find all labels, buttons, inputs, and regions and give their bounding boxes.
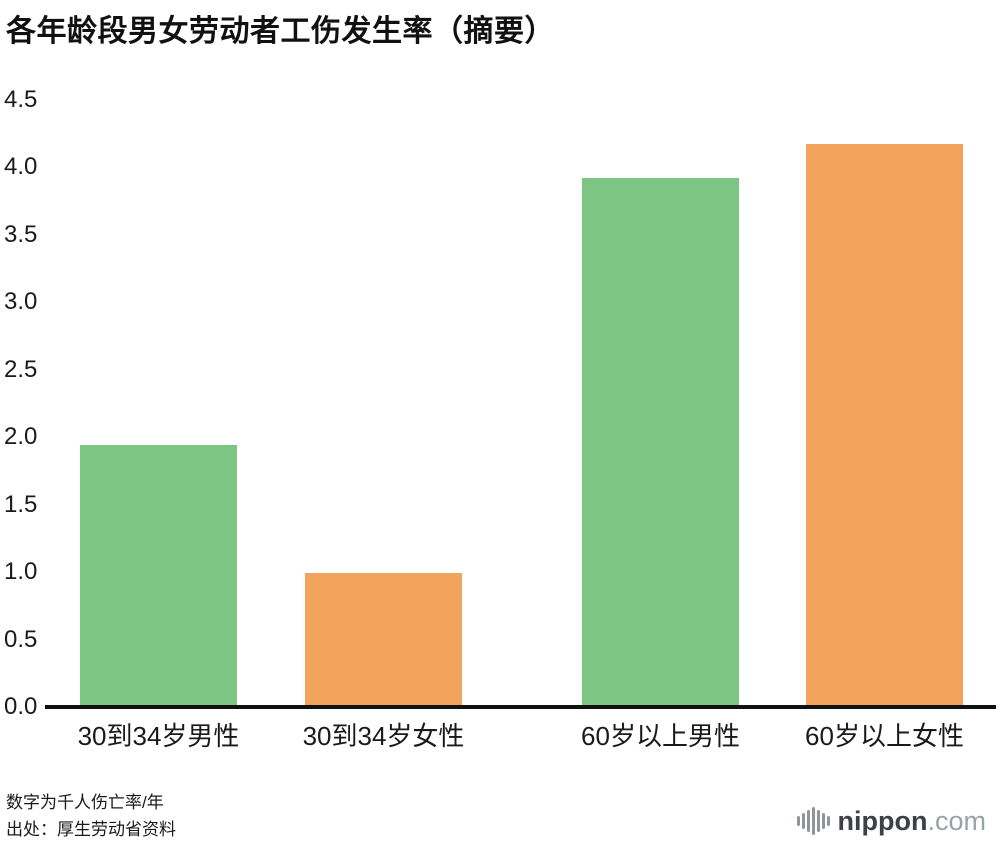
chart-title: 各年龄段男女劳动者工伤发生率（摘要） [6,15,555,48]
x-category-label: 60岁以上女性 [805,721,964,751]
y-tick-label: 1.0 [4,558,38,586]
chart-bar [582,177,739,705]
y-tick-label: 2.0 [4,423,38,451]
logo-tld: .com [927,806,986,836]
y-tick-label: 1.5 [4,490,38,518]
waveform-icon [796,806,830,836]
chart-bar [806,143,963,705]
chart-bar [305,572,462,705]
logo-name: nippon [837,806,928,836]
x-category-label: 30到34岁女性 [302,721,465,751]
y-tick-label: 3.5 [4,220,38,248]
y-tick-label: 4.0 [4,153,38,181]
x-category-label: 60岁以上男性 [581,721,740,751]
y-tick-label: 0.0 [4,693,38,720]
y-tick-label: 2.5 [4,355,38,383]
nippon-logo: nippon.com [796,806,986,836]
y-tick-label: 4.5 [4,86,38,113]
x-axis-baseline [45,705,996,709]
y-tick-label: 3.0 [4,288,38,316]
footnote-units: 数字为千人伤亡率/年 [6,793,164,812]
chart-bar [80,444,237,705]
x-category-label: 30到34岁男性 [77,721,240,751]
y-tick-label: 0.5 [4,625,38,653]
footnote-source: 出处：厚生劳动省资料 [6,820,176,839]
